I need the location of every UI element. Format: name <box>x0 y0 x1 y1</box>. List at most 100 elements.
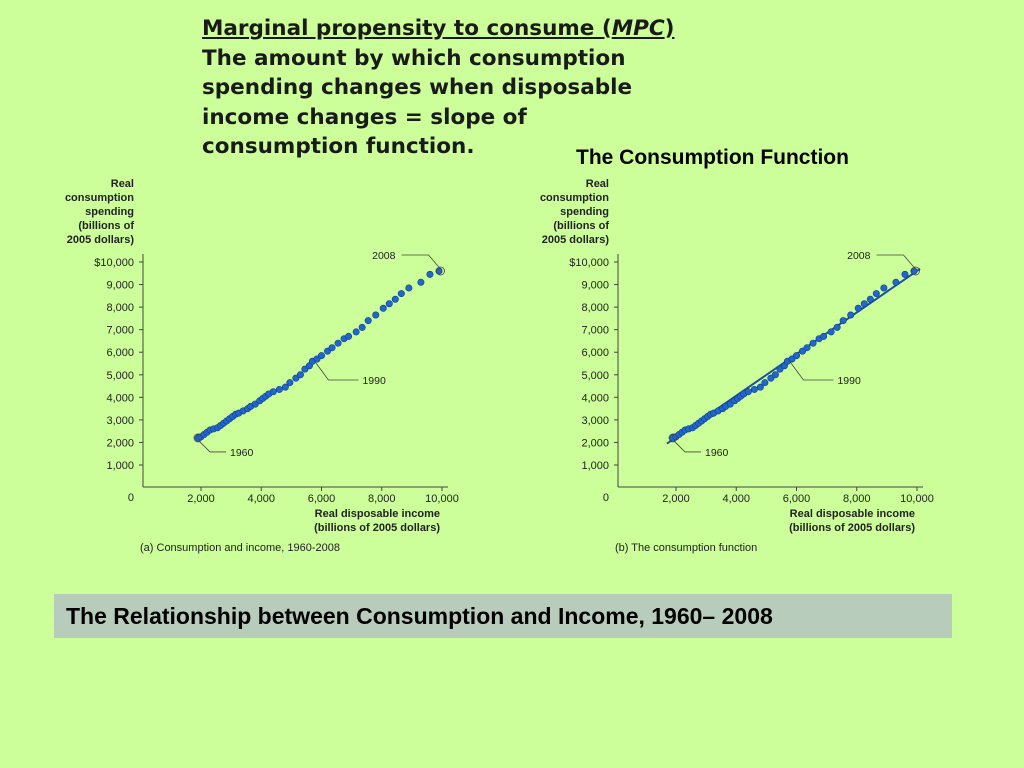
x-tick-label: 10,000 <box>425 493 459 505</box>
x-axis-label-line: Real disposable income <box>790 508 915 520</box>
x-axis-label-line: (billions of 2005 dollars) <box>789 522 915 534</box>
annotation-marker <box>668 433 678 443</box>
data-point <box>352 328 360 336</box>
data-point <box>385 300 393 308</box>
annotation-leader <box>876 254 916 270</box>
chart-panel-b: Real consumption spending (billions of 2005 … <box>475 170 945 560</box>
annotation-leader <box>401 254 441 270</box>
data-point <box>364 317 372 325</box>
y-axis-label-line: spending <box>85 206 134 218</box>
x-tick-label: 4,000 <box>722 493 750 505</box>
data-point <box>391 295 399 303</box>
x-tick-label: 8,000 <box>368 493 396 505</box>
y-tick-label: 1,000 <box>106 460 134 472</box>
x-tick-label: 8,000 <box>843 493 871 505</box>
data-point <box>328 344 336 352</box>
y-tick-label: 0 <box>128 492 134 504</box>
x-axis-label-line: Real disposable income <box>315 508 440 520</box>
data-point <box>827 328 835 336</box>
annotation-label-1990: 1990 <box>362 375 386 387</box>
annotation-label-1960: 1960 <box>705 447 729 459</box>
mpc-abbreviation: MPC <box>611 16 665 41</box>
y-tick-label: 3,000 <box>581 415 609 427</box>
x-axis-label-line: (billions of 2005 dollars) <box>314 522 440 534</box>
annotation-label-1990: 1990 <box>837 375 861 387</box>
chart-a-svg: Real consumption spending (billions of 2005 … <box>65 178 459 554</box>
annotation-label-2008: 2008 <box>372 250 396 262</box>
data-point <box>820 332 828 340</box>
data-point <box>771 371 779 379</box>
x-tick-label: 6,000 <box>308 493 336 505</box>
y-axis-label-line: consumption <box>540 192 609 204</box>
data-point <box>286 379 294 387</box>
chart-panel-a: Real consumption spending (billions of 2005 … <box>0 170 470 560</box>
y-tick-label: 6,000 <box>106 347 134 359</box>
data-point <box>901 270 909 278</box>
headline-line-3: spending changes when disposable <box>202 75 633 100</box>
data-point <box>345 332 353 340</box>
data-point <box>296 371 304 379</box>
data-point <box>269 388 277 396</box>
data-point <box>379 304 387 312</box>
data-points <box>669 267 918 442</box>
data-point <box>317 352 325 360</box>
x-tick-label: 2,000 <box>187 493 215 505</box>
x-tick-label: 4,000 <box>247 493 275 505</box>
data-point <box>358 323 366 331</box>
y-tick-label: 4,000 <box>106 392 134 404</box>
headline-line-4: income changes = slope of <box>202 104 527 130</box>
relationship-banner: The Relationship between Consumption and… <box>54 594 952 638</box>
headline-line-1: Marginal propensity to consume (MPC) <box>202 16 675 41</box>
data-point <box>750 385 758 393</box>
annotation-leader <box>789 360 834 381</box>
data-point <box>809 339 817 347</box>
data-point <box>833 323 841 331</box>
y-axis-label-line: 2005 dollars) <box>67 234 135 246</box>
annotation-leader <box>314 360 359 381</box>
data-point <box>334 339 342 347</box>
y-tick-label: 7,000 <box>106 325 134 337</box>
annotation-leader <box>673 440 701 453</box>
y-axis-label-line: spending <box>560 206 609 218</box>
y-tick-label: $10,000 <box>569 257 609 269</box>
annotation-marker <box>911 266 920 276</box>
y-axis-label-line: Real <box>111 178 134 190</box>
data-point <box>275 385 283 393</box>
consumption-function-title: The Consumption Function <box>576 146 849 169</box>
y-tick-label: 7,000 <box>581 325 609 337</box>
annotation-marker <box>436 266 445 276</box>
data-point <box>756 383 764 391</box>
slide-headline: Marginal propensity to consume (MPC) The… <box>202 14 762 162</box>
y-tick-label: 5,000 <box>106 370 134 382</box>
data-point <box>872 290 880 298</box>
y-tick-label: 0 <box>603 492 609 504</box>
data-point <box>372 311 380 319</box>
data-points <box>194 267 443 442</box>
x-tick-label: 10,000 <box>900 493 934 505</box>
data-point <box>761 379 769 387</box>
chart-b-svg: Real consumption spending (billions of 2005 … <box>540 178 934 554</box>
y-tick-label: 3,000 <box>106 415 134 427</box>
data-point <box>744 388 752 396</box>
annotation-label-2008: 2008 <box>847 250 871 262</box>
y-tick-label: 8,000 <box>581 302 609 314</box>
y-tick-label: 5,000 <box>581 370 609 382</box>
data-point <box>866 295 874 303</box>
y-tick-label: $10,000 <box>94 257 134 269</box>
y-tick-label: 1,000 <box>581 460 609 472</box>
annotation-label-1960: 1960 <box>230 447 254 459</box>
y-tick-label: 2,000 <box>106 437 134 449</box>
x-tick-label: 2,000 <box>662 493 690 505</box>
y-axis-label-line: (billions of <box>553 220 609 232</box>
y-tick-label: 9,000 <box>106 280 134 292</box>
data-point <box>847 311 855 319</box>
annotation-marker <box>193 433 203 443</box>
annotation-leader <box>198 440 226 453</box>
headline-line-2: The amount by which consumption <box>202 45 626 71</box>
data-point <box>854 304 862 312</box>
y-tick-label: 9,000 <box>581 280 609 292</box>
chart-caption: (b) The consumption function <box>615 542 757 554</box>
data-point <box>417 278 425 286</box>
y-axis-label-line: Real <box>586 178 609 190</box>
y-tick-label: 6,000 <box>581 347 609 359</box>
